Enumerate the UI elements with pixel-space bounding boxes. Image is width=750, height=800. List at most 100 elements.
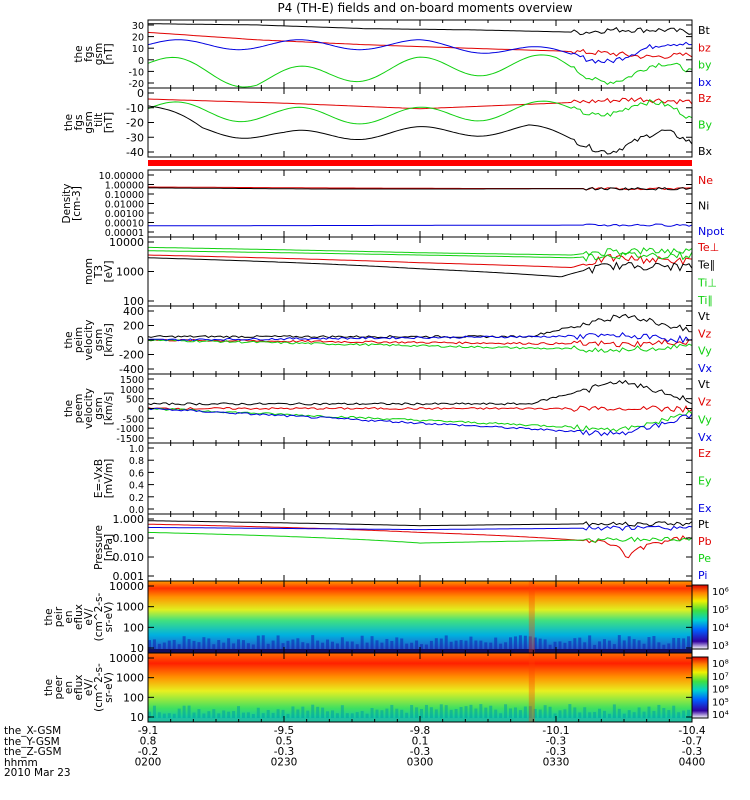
spectrogram-noise — [434, 638, 438, 651]
spectrogram-noise — [291, 706, 295, 720]
x-axis-value: 0230 — [271, 757, 298, 769]
legend-Vz: Vz — [698, 396, 712, 409]
x-axis-value: -0.2 — [138, 746, 159, 758]
spectrogram-noise — [627, 636, 631, 651]
series-te∥-line — [147, 257, 693, 278]
y-axis-label: gsm — [93, 329, 105, 351]
series-ni-line — [148, 187, 693, 191]
x-axis-value: -0.3 — [274, 746, 295, 758]
spectrogram-noise — [222, 710, 226, 720]
spectrogram-noise — [405, 643, 409, 651]
spectrogram-noise — [167, 640, 171, 651]
spectrogram-noise — [157, 643, 161, 651]
y-tick-label: 100 — [123, 295, 144, 308]
legend-Ti∥: Ti∥ — [697, 294, 713, 307]
spectrogram-noise — [326, 711, 330, 720]
y-tick-label: 0.8 — [129, 456, 144, 467]
spectrogram-noise — [360, 635, 364, 651]
legend-Te∥: Te∥ — [697, 259, 715, 272]
spectrogram-noise — [301, 642, 305, 651]
legend-Bz: Bz — [698, 92, 712, 105]
y-axis-label: velocity — [83, 388, 95, 429]
legend-Ey: Ey — [698, 475, 712, 488]
spectrogram-noise — [682, 638, 686, 651]
y-tick-label: 10000 — [109, 580, 144, 593]
colorbar-label: 10⁸ — [712, 659, 729, 670]
x-axis-value: -0.3 — [546, 746, 567, 758]
y-tick-label: 0.00100 — [105, 209, 144, 220]
spectrogram-noise — [271, 712, 275, 720]
y-tick-label: 10 — [132, 44, 144, 55]
spectrogram-noise — [509, 637, 513, 651]
legend-Vy: Vy — [698, 345, 712, 358]
spectrogram-noise — [607, 713, 611, 720]
y-axis-label: eflux — [73, 675, 85, 701]
spectrogram-noise — [291, 639, 295, 651]
panel-7: 1.00.80.6 0.40.20.0 E=-VxB[mV/m] Ez Ey Ex — [93, 442, 712, 516]
x-axis-row-label: hhmm — [4, 756, 38, 769]
spectrogram-noise — [316, 706, 320, 720]
y-axis-label: Pressure — [93, 525, 105, 570]
spectrogram-noise — [533, 708, 537, 720]
x-axis-value: 0330 — [543, 757, 570, 769]
spectrogram-noise — [513, 636, 517, 651]
legend-Bt: Bt — [698, 24, 711, 37]
spectrogram-noise — [390, 640, 394, 651]
y-axis-label: [mV/m] — [103, 459, 115, 498]
series-bz-line — [147, 31, 693, 59]
y-axis-label: eflux — [73, 604, 85, 630]
x-axis-row-label: the_X-GSM — [4, 725, 62, 737]
spectrogram-noise — [420, 644, 423, 651]
y-tick-label: -20 — [126, 117, 144, 130]
spectrogram-noise — [157, 712, 161, 720]
spectrogram-noise — [148, 711, 151, 720]
series-vz-line — [147, 405, 693, 413]
x-axis-value: 0400 — [679, 757, 706, 769]
spectrogram-noise — [182, 636, 186, 651]
spectrogram-noise — [548, 706, 552, 720]
series-pb-line — [148, 523, 693, 559]
spectrogram-noise — [573, 638, 577, 651]
y-tick-label: -20 — [128, 79, 144, 90]
panel-frame — [147, 305, 693, 375]
spectrogram-noise — [375, 709, 379, 720]
panel-frame — [147, 442, 693, 515]
y-tick-label: 0.001 — [113, 570, 145, 583]
y-axis-label: [cm-3] — [71, 186, 83, 221]
spectrogram-noise — [360, 710, 364, 720]
x-axis-value: -10.1 — [542, 725, 569, 737]
spectrogram-noise — [538, 709, 542, 720]
y-tick-label: 100 — [123, 691, 144, 704]
spectrogram-noise — [533, 637, 537, 651]
y-axis-label: the — [63, 400, 75, 417]
spectrogram-noise — [286, 713, 290, 720]
y-tick-label: 0.100 — [113, 532, 145, 545]
spectrogram-noise — [232, 643, 236, 651]
spectrogram-noise — [335, 713, 339, 720]
spectrogram-noise — [296, 638, 300, 651]
colorbar-label: 10⁵ — [712, 605, 729, 616]
spectrogram-noise — [543, 705, 547, 720]
spectrogram-noise — [459, 640, 463, 651]
spectrogram-noise — [429, 640, 433, 651]
spectrogram-noise — [607, 640, 611, 651]
y-tick-label: 1000 — [116, 672, 144, 685]
spectrogram-noise — [593, 644, 597, 651]
y-tick-label: 0 — [137, 334, 144, 347]
spectrogram-noise — [449, 641, 453, 651]
spectrogram-noise — [622, 640, 626, 651]
legend-Ti⊥: Ti⊥ — [697, 276, 717, 289]
spectrogram-noise — [148, 640, 151, 651]
legend-Ni: Ni — [698, 200, 709, 213]
x-axis-row-label: the_Z-GSM — [4, 746, 62, 758]
spectrogram-noise — [261, 713, 265, 720]
spectrogram-noise — [276, 709, 280, 720]
x-axis-value: -9.8 — [410, 725, 431, 737]
spectrogram-noise — [355, 644, 359, 651]
y-tick-label: 1500 — [120, 375, 144, 386]
y-tick-label: 1000 — [120, 385, 144, 396]
spectrogram-noise — [523, 706, 527, 720]
spectrogram-noise — [454, 709, 458, 720]
y-axis-label: sr-eV) — [103, 602, 115, 633]
